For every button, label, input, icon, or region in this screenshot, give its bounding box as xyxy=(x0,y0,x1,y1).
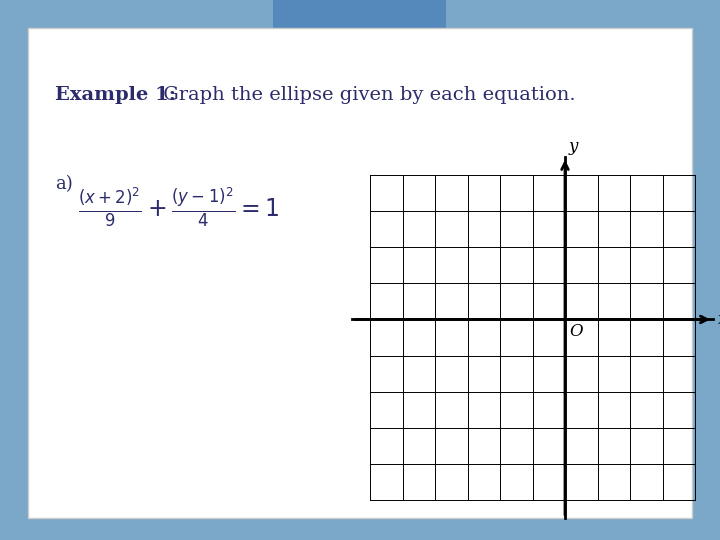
Text: Example 1:: Example 1: xyxy=(55,86,176,104)
Text: Graph the ellipse given by each equation.: Graph the ellipse given by each equation… xyxy=(157,86,575,104)
Text: O: O xyxy=(569,323,582,340)
Bar xyxy=(273,0,446,55)
Text: y: y xyxy=(569,138,578,155)
Text: x: x xyxy=(718,311,720,328)
Text: a): a) xyxy=(55,175,73,193)
Text: $\frac{(x+2)^{2}}{9}+\frac{(y-1)^{2}}{4}=1$: $\frac{(x+2)^{2}}{9}+\frac{(y-1)^{2}}{4}… xyxy=(78,185,280,228)
